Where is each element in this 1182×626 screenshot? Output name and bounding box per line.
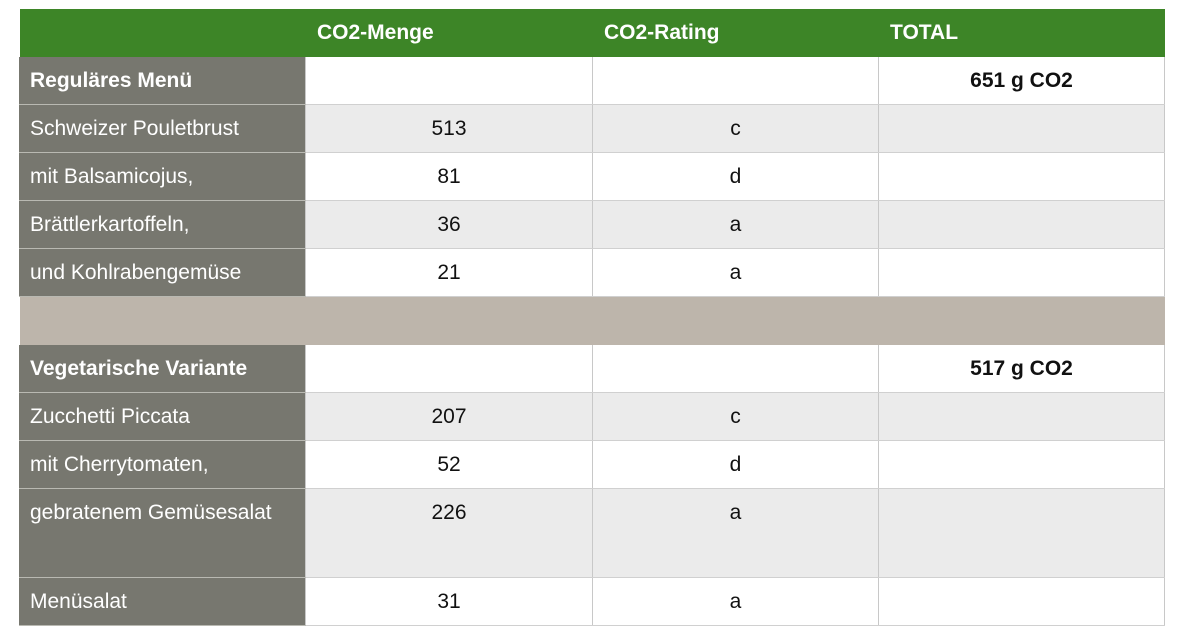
item-rating: a (592, 577, 879, 626)
item-amount: 207 (305, 392, 593, 441)
item-name: mit Balsamicojus, (19, 152, 306, 201)
header-empty (19, 9, 306, 57)
item-rating: a (592, 248, 879, 297)
header-co2-menge: CO2-Menge (305, 9, 593, 57)
empty-cell (305, 57, 593, 105)
item-name: mit Cherrytomaten, (19, 440, 306, 489)
item-name: und Kohlrabengemüse (19, 248, 306, 297)
empty-cell (878, 577, 1165, 626)
item-name: gebratenem Gemüsesalat (19, 488, 306, 578)
co2-table: CO2-Menge CO2-Rating TOTAL Reguläres Men… (19, 9, 1165, 626)
item-rating: c (592, 392, 879, 441)
table-row: Brättlerkartoffeln, 36 a (19, 200, 1165, 249)
table-row: Schweizer Pouletbrust 513 c (19, 104, 1165, 153)
item-name: Schweizer Pouletbrust (19, 104, 306, 153)
empty-cell (878, 200, 1165, 249)
item-amount: 513 (305, 104, 593, 153)
section-separator (19, 296, 1165, 345)
item-amount: 21 (305, 248, 593, 297)
item-name: Menüsalat (19, 577, 306, 626)
item-amount: 36 (305, 200, 593, 249)
item-rating: d (592, 152, 879, 201)
empty-cell (878, 440, 1165, 489)
item-amount: 52 (305, 440, 593, 489)
section-total: 517 g CO2 (878, 345, 1165, 393)
empty-cell (878, 152, 1165, 201)
co2-table-container: CO2-Menge CO2-Rating TOTAL Reguläres Men… (19, 9, 1165, 626)
section-title-row: Vegetarische Variante 517 g CO2 (19, 345, 1165, 393)
header-co2-rating: CO2-Rating (592, 9, 879, 57)
table-row: mit Balsamicojus, 81 d (19, 152, 1165, 201)
item-rating: d (592, 440, 879, 489)
item-amount: 81 (305, 152, 593, 201)
item-amount: 31 (305, 577, 593, 626)
item-rating: a (592, 488, 879, 578)
section-title: Vegetarische Variante (19, 345, 306, 393)
section-title: Reguläres Menü (19, 57, 306, 105)
item-name: Zucchetti Piccata (19, 392, 306, 441)
item-rating: c (592, 104, 879, 153)
item-name: Brättlerkartoffeln, (19, 200, 306, 249)
empty-cell (878, 488, 1165, 578)
empty-cell (305, 345, 593, 393)
empty-cell (592, 345, 879, 393)
empty-cell (592, 57, 879, 105)
table-row: Menüsalat 31 a (19, 577, 1165, 626)
empty-cell (878, 248, 1165, 297)
table-row: und Kohlrabengemüse 21 a (19, 248, 1165, 297)
section-title-row: Reguläres Menü 651 g CO2 (19, 57, 1165, 105)
header-total: TOTAL (878, 9, 1165, 57)
table-row: Zucchetti Piccata 207 c (19, 392, 1165, 441)
separator-cell (19, 296, 1165, 345)
section-total: 651 g CO2 (878, 57, 1165, 105)
empty-cell (878, 392, 1165, 441)
empty-cell (878, 104, 1165, 153)
item-amount: 226 (305, 488, 593, 578)
table-row: mit Cherrytomaten, 52 d (19, 440, 1165, 489)
table-header-row: CO2-Menge CO2-Rating TOTAL (19, 9, 1165, 57)
table-row: gebratenem Gemüsesalat 226 a (19, 488, 1165, 578)
item-rating: a (592, 200, 879, 249)
